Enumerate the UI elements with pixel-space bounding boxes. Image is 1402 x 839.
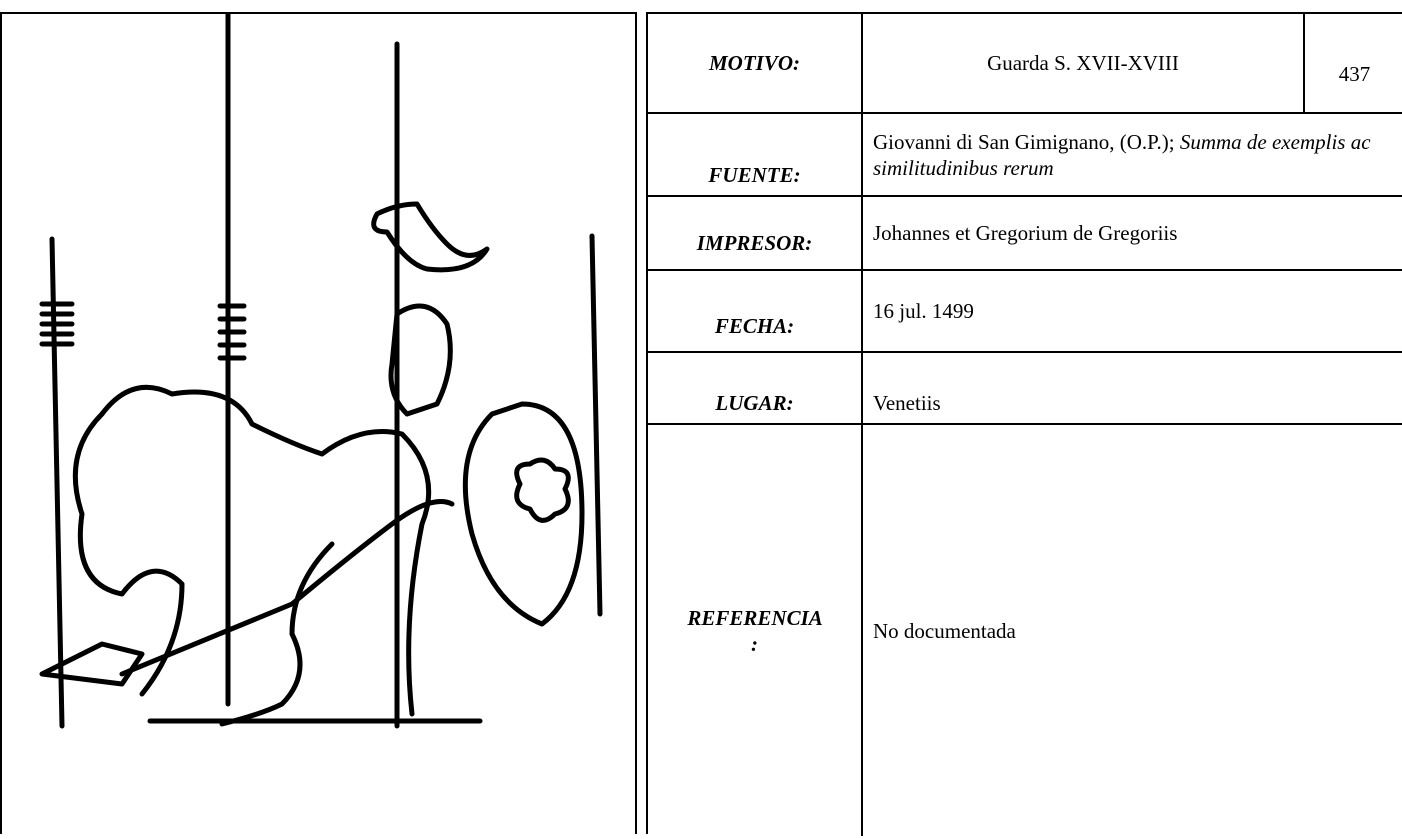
record-number: 437	[1303, 14, 1402, 114]
field-label: FUENTE:	[648, 114, 863, 197]
source-title: Summa de exemplis ac similitudinibus rer…	[873, 129, 1371, 180]
field-label: FECHA:	[648, 271, 863, 353]
watermark-drawing	[39, 11, 603, 729]
watermark-panel	[0, 11, 637, 834]
field-label: REFERENCIA :	[648, 425, 863, 836]
field-label: LUGAR:	[648, 353, 863, 425]
field-value: Johannes et Gregorium de Gregoriis	[863, 197, 1402, 271]
field-value: Giovanni di San Gimignano, (O.P.); Summa…	[863, 114, 1402, 197]
field-value: Guarda S. XVII-XVIII	[863, 14, 1303, 114]
source-author: Giovanni di San Gimignano, (O.P.);	[873, 129, 1180, 154]
record-table: MOTIVO: Guarda S. XVII-XVIII 437 FUENTE:…	[646, 12, 1402, 836]
field-value: No documentada	[873, 618, 1016, 643]
field-label: MOTIVO:	[648, 14, 863, 114]
field-label: IMPRESOR:	[648, 197, 863, 271]
field-value: 16 jul. 1499	[863, 271, 1402, 353]
field-value: Venetiis	[863, 353, 1402, 425]
